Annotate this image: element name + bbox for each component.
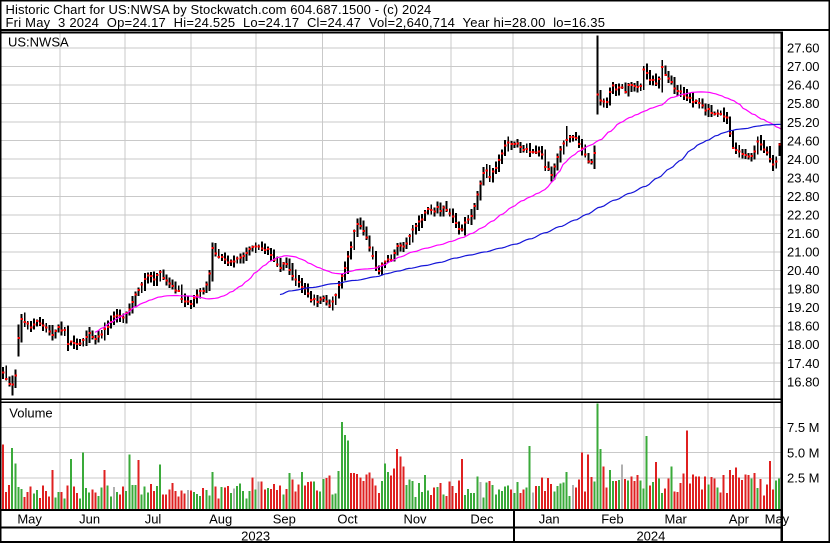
svg-text:US:NWSA: US:NWSA	[8, 35, 69, 50]
svg-text:May: May	[765, 511, 790, 526]
svg-text:20.40: 20.40	[787, 263, 820, 278]
svg-text:16.80: 16.80	[787, 374, 820, 389]
svg-text:Dec: Dec	[470, 511, 494, 526]
svg-text:Feb: Feb	[601, 511, 623, 526]
svg-text:Apr: Apr	[729, 511, 750, 526]
svg-text:19.20: 19.20	[787, 300, 820, 315]
svg-text:Nov: Nov	[403, 511, 427, 526]
svg-text:18.60: 18.60	[787, 319, 820, 334]
svg-text:24.60: 24.60	[787, 133, 820, 148]
svg-text:Aug: Aug	[209, 511, 232, 526]
svg-text:Sep: Sep	[273, 511, 296, 526]
svg-text:2024: 2024	[636, 528, 665, 543]
svg-text:18.00: 18.00	[787, 337, 820, 352]
svg-text:May: May	[17, 511, 42, 526]
svg-text:Historic Chart for US:NWSA by: Historic Chart for US:NWSA by Stockwatch…	[6, 2, 432, 17]
svg-text:24.00: 24.00	[787, 152, 820, 167]
svg-text:Oct: Oct	[337, 511, 358, 526]
svg-text:21.00: 21.00	[787, 245, 820, 260]
svg-text:26.40: 26.40	[787, 78, 820, 93]
svg-text:5.0 M: 5.0 M	[787, 445, 820, 460]
svg-text:2.5 M: 2.5 M	[787, 471, 820, 486]
svg-text:22.80: 22.80	[787, 189, 820, 204]
svg-text:23.40: 23.40	[787, 170, 820, 185]
svg-text:21.60: 21.60	[787, 226, 820, 241]
svg-text:27.00: 27.00	[787, 59, 820, 74]
svg-text:27.60: 27.60	[787, 41, 820, 56]
svg-text:Volume: Volume	[9, 405, 52, 420]
svg-text:22.20: 22.20	[787, 208, 820, 223]
svg-text:Mar: Mar	[665, 511, 688, 526]
svg-text:19.80: 19.80	[787, 282, 820, 297]
svg-text:25.20: 25.20	[787, 115, 820, 130]
svg-text:7.5 M: 7.5 M	[787, 420, 820, 435]
svg-text:Fri May 3 2024 Op=24.17 Hi=: Fri May 3 2024 Op=24.17 Hi=24.525 Lo=24.…	[6, 15, 606, 30]
svg-text:25.80: 25.80	[787, 96, 820, 111]
svg-text:2023: 2023	[241, 528, 270, 543]
svg-text:17.40: 17.40	[787, 356, 820, 371]
svg-text:Jul: Jul	[145, 511, 162, 526]
svg-text:Jun: Jun	[79, 511, 100, 526]
svg-text:Jan: Jan	[539, 511, 560, 526]
